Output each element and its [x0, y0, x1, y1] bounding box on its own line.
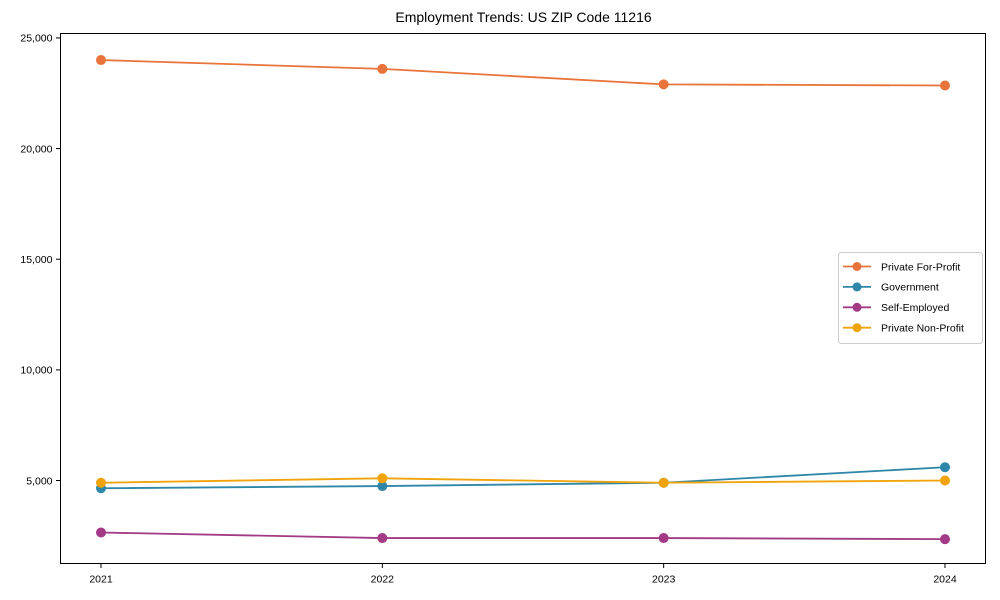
legend-item-private-for-profit: Private For-Profit	[843, 261, 960, 273]
series-line-private-for-profit	[100, 59, 946, 87]
data-point	[96, 55, 106, 66]
data-point	[377, 473, 388, 484]
y-axis-tick-label: 10,000	[20, 365, 52, 377]
data-point	[96, 477, 106, 488]
data-point	[940, 462, 950, 473]
legend-label: Private For-Profit	[881, 261, 960, 273]
data-point	[940, 80, 950, 91]
x-axis-tick-label: 2021	[89, 574, 113, 586]
series-line-self-employed	[100, 531, 946, 541]
x-axis-tick-label: 2022	[371, 574, 395, 586]
plot-frame	[60, 33, 986, 564]
data-point	[658, 477, 669, 488]
y-axis-tick-label: 20,000	[20, 143, 52, 155]
data-point	[658, 79, 669, 90]
chart-title: Employment Trends: US ZIP Code 11216	[395, 9, 652, 25]
legend-item-self-employed: Self-Employed	[843, 302, 949, 314]
legend-marker	[852, 302, 862, 312]
legend-marker	[852, 262, 862, 271]
data-point	[940, 534, 950, 545]
legend-box	[838, 252, 983, 344]
legend-label: Self-Employed	[881, 302, 949, 314]
legend-marker	[852, 282, 862, 292]
x-axis-tick-label: 2023	[652, 574, 676, 586]
series-line-government	[100, 466, 946, 490]
legend-marker	[852, 323, 862, 333]
legend-label: Government	[881, 282, 939, 294]
data-point	[96, 527, 106, 538]
y-axis-tick-label: 15,000	[20, 254, 52, 266]
y-axis-tick-label: 5,000	[26, 475, 52, 487]
series-line-private-non-profit	[100, 477, 946, 484]
legend-item-private-non-profit: Private Non-Profit	[843, 323, 964, 335]
data-point	[658, 533, 669, 544]
data-point	[377, 481, 388, 492]
legend-label: Private Non-Profit	[881, 323, 964, 335]
data-point	[940, 475, 950, 486]
data-point	[377, 63, 388, 74]
data-point	[377, 533, 388, 544]
y-axis-tick-label: 25,000	[20, 33, 52, 45]
legend-item-government: Government	[843, 282, 939, 294]
x-axis-tick-label: 2024	[933, 574, 957, 586]
